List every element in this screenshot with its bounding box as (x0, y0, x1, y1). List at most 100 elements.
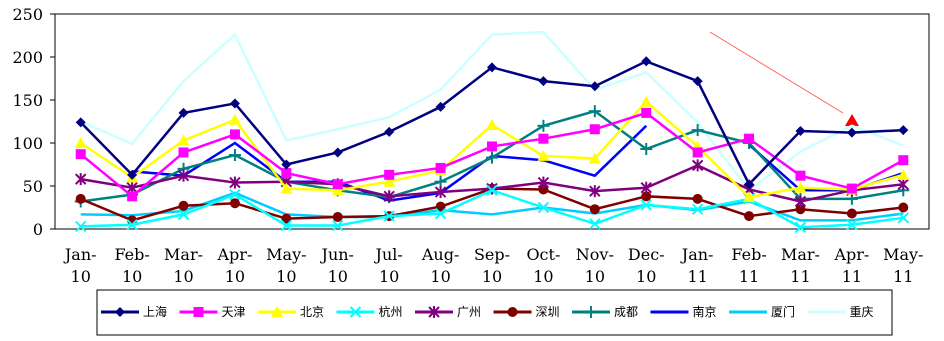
marker (193, 307, 204, 317)
x-tick-line: 10 (225, 267, 245, 286)
marker (537, 149, 550, 161)
marker (589, 124, 600, 135)
x-tick-label: Nov- 10 (576, 245, 614, 286)
x-tick-line: 10 (533, 267, 553, 286)
x-tick-label: Dec- 10 (628, 245, 665, 286)
marker-shape (115, 307, 125, 317)
x-tick-line: 10 (585, 267, 605, 286)
marker-shape (383, 175, 396, 187)
marker (846, 218, 858, 231)
marker-shape (435, 162, 446, 173)
legend-label: 南京 (693, 304, 717, 319)
marker (794, 195, 807, 208)
x-tick-line: 10 (71, 267, 91, 286)
x-tick-line: Oct- (526, 245, 560, 264)
marker (177, 134, 190, 146)
marker-stroke (589, 218, 601, 230)
marker (641, 191, 652, 202)
marker (507, 307, 518, 317)
marker-shape (507, 307, 518, 317)
marker-shape (537, 149, 550, 161)
marker (589, 218, 601, 230)
marker (281, 159, 292, 170)
marker (585, 306, 597, 318)
marker (588, 105, 601, 118)
marker (846, 208, 857, 219)
marker-shape (178, 200, 189, 211)
marker-shape (538, 184, 549, 195)
x-tick-line: Jul- (374, 245, 403, 264)
marker-shape (589, 124, 600, 135)
marker-stroke (486, 184, 498, 197)
marker-shape (74, 137, 87, 148)
marker-shape (75, 117, 86, 128)
marker-shape (641, 191, 652, 202)
marker-shape (229, 98, 240, 109)
marker-shape (177, 134, 190, 146)
x-tick-label: Feb- 10 (114, 245, 149, 286)
marker-shape (281, 159, 292, 170)
marker (229, 98, 240, 109)
marker-stroke (691, 203, 704, 215)
marker (177, 169, 190, 182)
y-tick-label: 200 (12, 48, 43, 67)
marker-shape (744, 211, 755, 222)
marker-shape (332, 147, 343, 158)
marker (281, 213, 292, 224)
marker (640, 199, 652, 211)
x-tick-label: Aug- 10 (421, 245, 460, 286)
marker-shape (228, 113, 241, 125)
marker-shape (271, 306, 283, 317)
marker (435, 201, 446, 212)
marker (228, 113, 241, 125)
marker (75, 117, 86, 128)
x-tick-line: Feb- (114, 245, 149, 264)
x-tick-line: 10 (328, 267, 348, 286)
marker (127, 191, 138, 202)
marker-shape (897, 168, 910, 180)
marker-shape (127, 169, 138, 180)
annotation-line (709, 31, 844, 114)
x-tick-line: Dec- (628, 245, 665, 264)
marker (537, 176, 550, 189)
marker-shape (589, 204, 600, 215)
x-tick-label: Jul- 10 (374, 245, 403, 286)
x-tick-label: Jun- 10 (320, 245, 354, 286)
marker (332, 219, 344, 232)
x-tick-line: 11 (739, 267, 759, 286)
marker (280, 182, 293, 194)
plot-area (54, 13, 930, 230)
marker (486, 118, 498, 130)
marker (384, 126, 395, 137)
marker (692, 147, 703, 158)
x-tick-line: Jun- (320, 245, 354, 264)
marker (229, 176, 241, 189)
marker (487, 62, 497, 73)
x-tick-line: Nov- (576, 245, 614, 264)
marker-stroke (229, 188, 241, 201)
marker (75, 193, 86, 204)
marker (795, 204, 806, 215)
marker (486, 184, 498, 197)
x-tick-label: Jan- 11 (680, 245, 714, 286)
marker (691, 124, 704, 137)
marker (537, 201, 550, 214)
marker (691, 159, 704, 172)
marker-shape (846, 183, 857, 194)
marker-shape (435, 101, 446, 112)
marker-shape (538, 76, 549, 87)
marker (640, 95, 653, 107)
marker-stroke (897, 212, 910, 224)
marker-shape (75, 193, 86, 204)
marker-shape (178, 147, 189, 158)
x-tick-label: Mar- 10 (164, 245, 203, 286)
x-tick-line: Sep- (474, 245, 510, 264)
marker (384, 169, 395, 180)
marker-stroke (349, 306, 362, 318)
marker (383, 175, 396, 187)
x-tick-label: Apr- 10 (217, 245, 253, 286)
x-tick-line: 11 (842, 267, 862, 286)
x-tick-label: Jan- 10 (63, 245, 97, 286)
marker-shape (794, 181, 807, 193)
